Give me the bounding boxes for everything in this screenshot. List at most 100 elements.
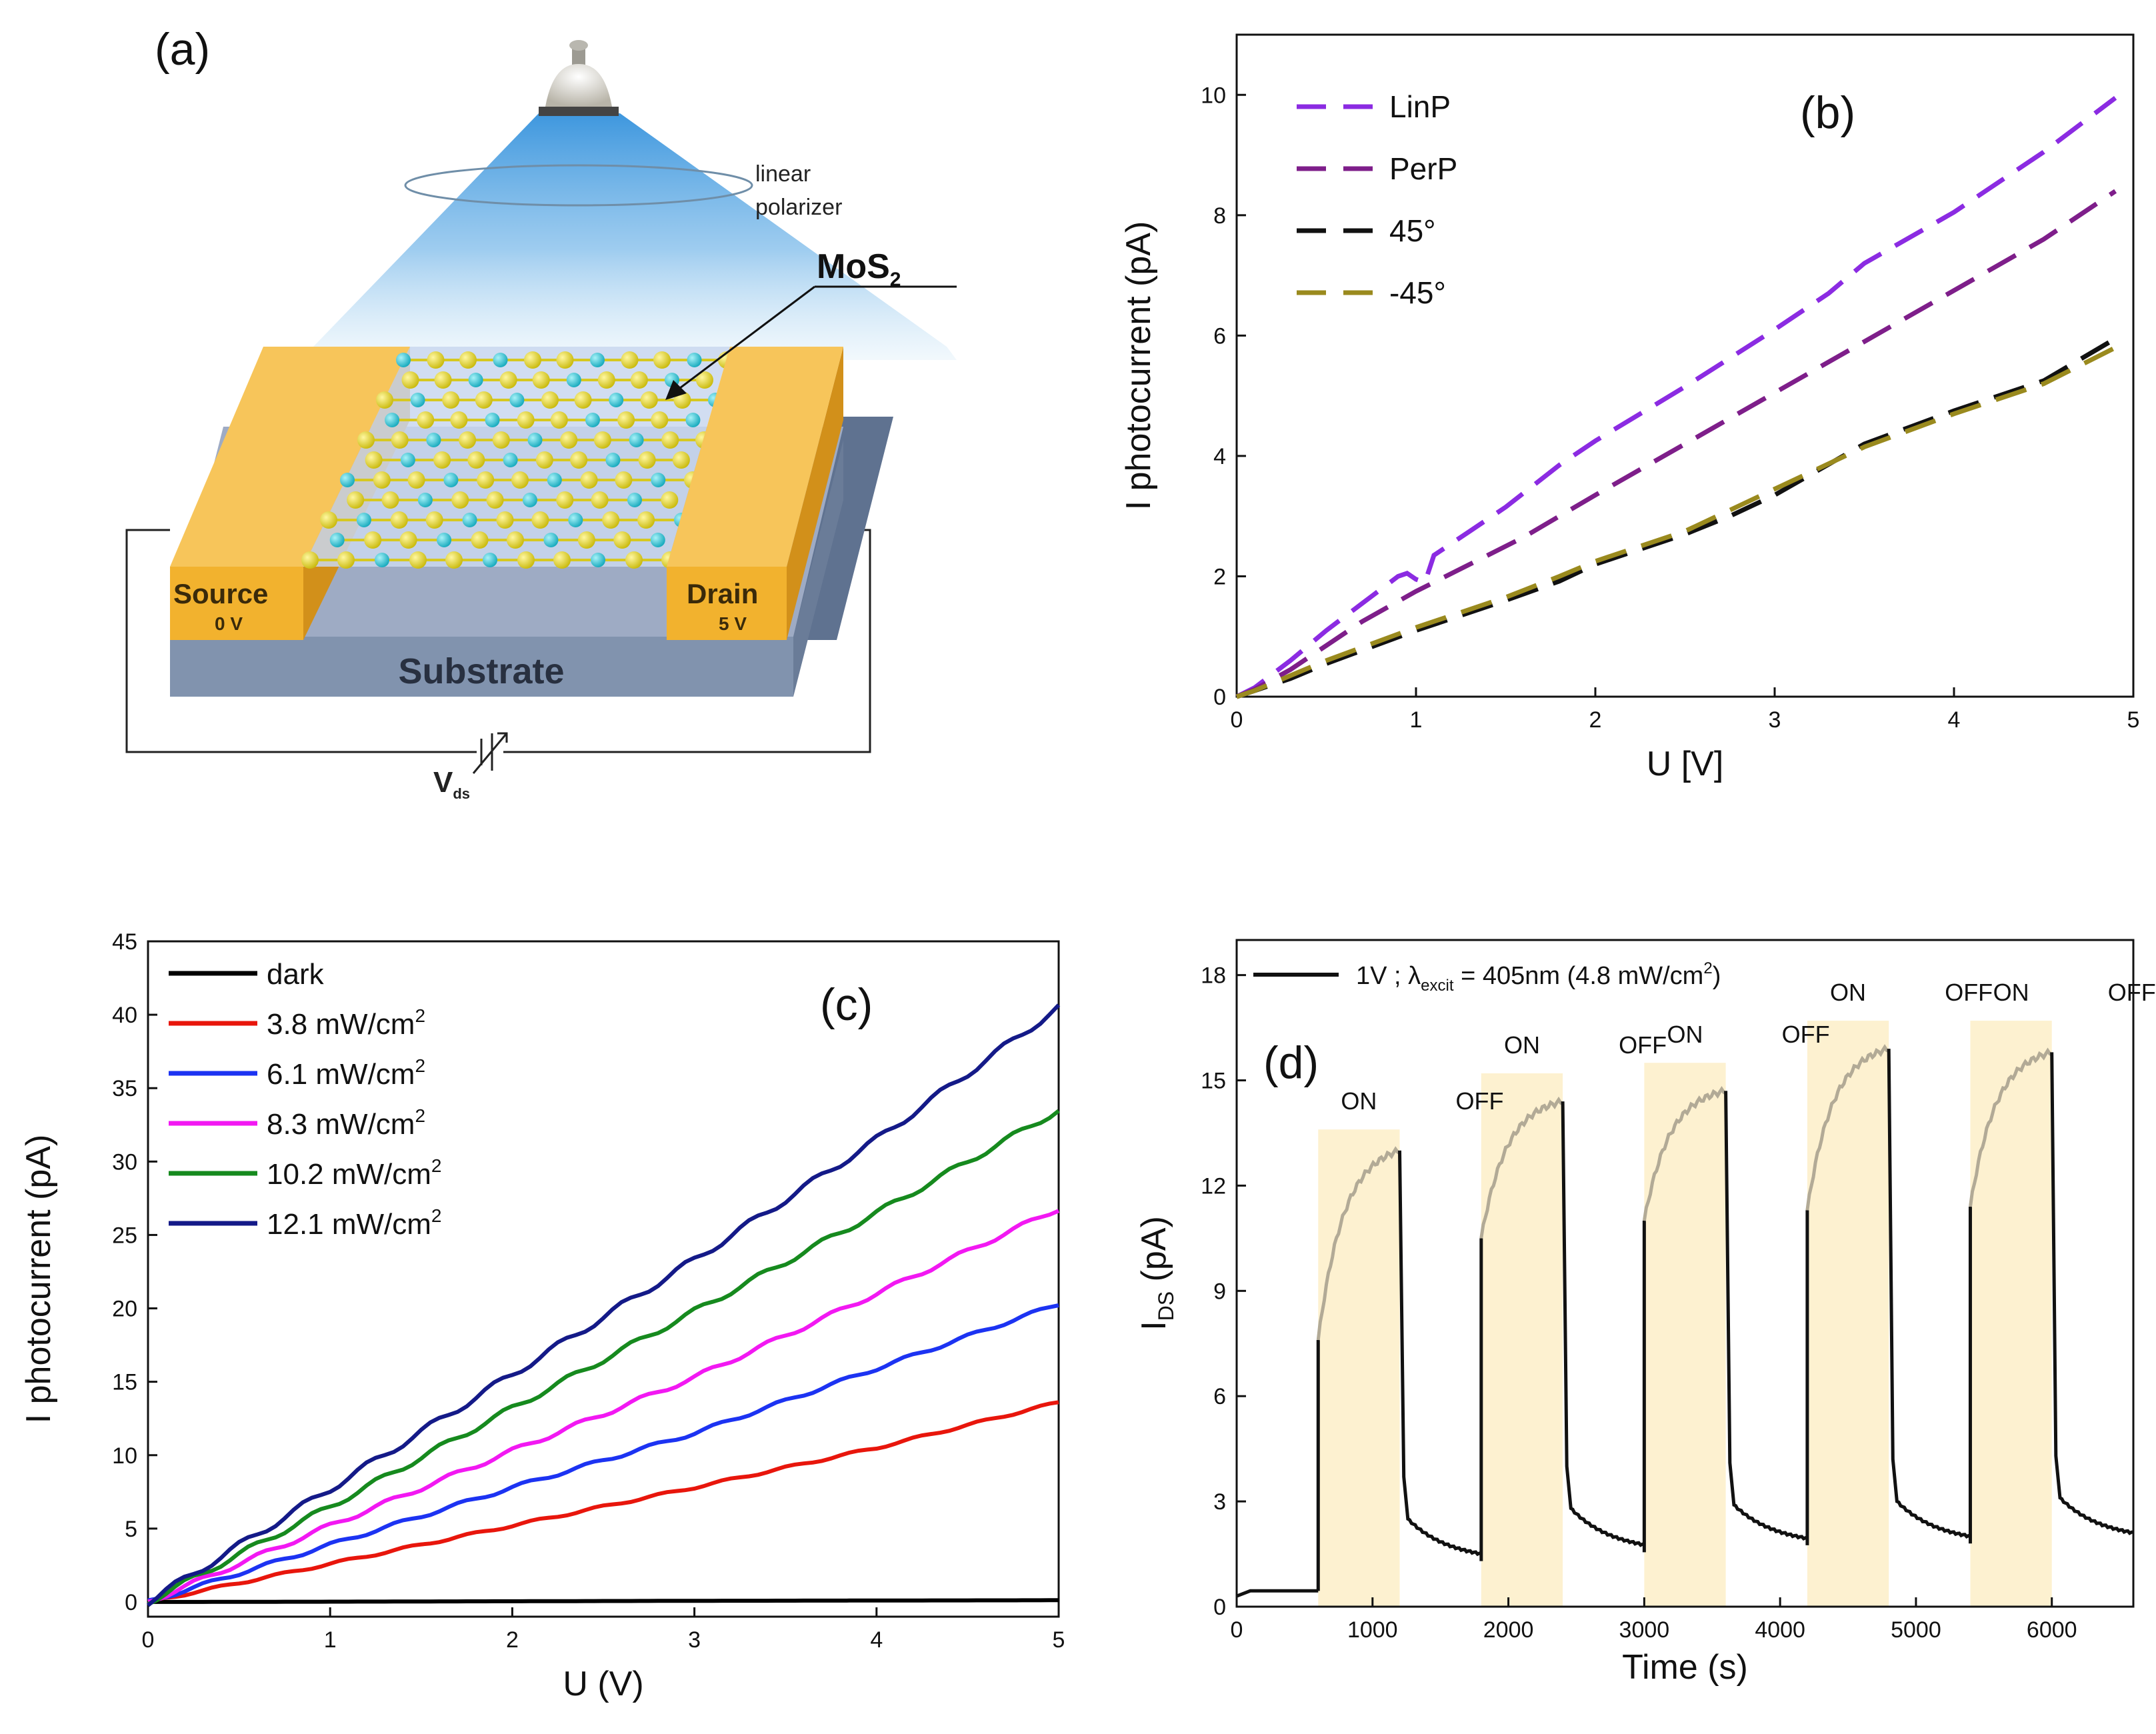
plot-frame: [1235, 939, 2135, 1608]
on-label-0: ON: [1341, 1087, 1377, 1115]
x-axis-label: U (V): [563, 1665, 643, 1703]
x-tick-label: 2000: [1483, 1617, 1534, 1643]
molybdenum-atom: [687, 353, 702, 367]
sulfur-atom: [467, 451, 485, 469]
panel-label-c: (c): [820, 979, 873, 1030]
molybdenum-atom: [605, 453, 621, 467]
baseline-segment: [1236, 1589, 1319, 1598]
molybdenum-atom: [527, 433, 543, 447]
x-tick-label: 0: [1231, 1617, 1243, 1643]
sulfur-atom: [320, 511, 337, 529]
x-tick-label: 1: [324, 1627, 337, 1653]
mos2-arrow-head: [665, 380, 687, 400]
sulfur-atom: [451, 491, 469, 509]
sulfur-atom: [301, 551, 319, 569]
molybdenum-atom: [385, 413, 400, 427]
panel-label-a: (a): [155, 24, 210, 75]
drain-electrode: [667, 347, 843, 640]
plot-frame: [1235, 33, 2135, 698]
y-tick-label: 40: [112, 1003, 137, 1028]
sulfur-atom: [486, 491, 504, 509]
series-line-1: [1235, 189, 2117, 699]
drain-label: Drain: [687, 578, 758, 609]
on-shading-1: [1481, 1073, 1563, 1607]
x-tick-label: 6000: [2027, 1617, 2077, 1643]
y-tick-label: 10: [112, 1443, 137, 1469]
molybdenum-atom: [410, 393, 425, 407]
off-label-1: OFF: [1619, 1031, 1667, 1059]
sulfur-atom: [593, 431, 611, 449]
y-tick-label: 5: [125, 1517, 137, 1542]
sulfur-atom: [373, 471, 391, 489]
series-line-2: [1235, 336, 2117, 699]
series-line-2: [147, 1303, 1059, 1603]
sulfur-atom: [535, 451, 553, 469]
on-label-3: ON: [1830, 979, 1866, 1006]
x-tick-label: 1000: [1347, 1617, 1398, 1643]
label-polarizer-1: linear: [755, 161, 811, 187]
on-label-2: ON: [1667, 1021, 1703, 1048]
sulfur-atom: [517, 411, 535, 429]
y-axis-label: I photocurrent (pA): [1119, 221, 1158, 511]
sulfur-atom: [337, 551, 355, 569]
y-tick-label: 6: [1213, 323, 1226, 349]
on-shading-2: [1644, 1063, 1726, 1607]
x-tick-label: 2: [1589, 707, 1602, 733]
on-segment-1: [1479, 1096, 1564, 1239]
y-tick-label: 15: [112, 1370, 137, 1395]
sulfur-atom: [445, 551, 463, 569]
sulfur-atom: [613, 531, 631, 549]
y-tick-label: 0: [1213, 1595, 1226, 1620]
molybdenum-atom: [590, 353, 605, 367]
off-segment-0: [1398, 1150, 1482, 1557]
sulfur-atom: [409, 551, 427, 569]
sulfur-atom: [425, 511, 443, 529]
x-tick-label: 1: [1410, 707, 1423, 733]
y-tick-label: 9: [1213, 1279, 1226, 1304]
molybdenum-atom: [375, 553, 389, 567]
x-axis-label: Time (s): [1622, 1648, 1748, 1687]
y-tick-label: 45: [112, 929, 137, 955]
legend-label-2: 6.1 mW/cm2: [267, 1055, 425, 1091]
sulfur-atom: [625, 551, 643, 569]
sulfur-atom: [524, 351, 541, 369]
x-tick-label: 0: [142, 1627, 155, 1653]
molybdenum-atom: [629, 433, 644, 447]
y-tick-label: 2: [1213, 564, 1226, 589]
y-tick-label: 10: [1201, 83, 1226, 108]
on-shading-3: [1807, 1021, 1889, 1607]
drain-voltage: 5 V: [719, 613, 747, 634]
sulfur-atom: [570, 451, 588, 469]
on-segment-4: [1969, 1047, 2053, 1207]
molybdenum-atom: [329, 533, 345, 547]
sulfur-atom: [399, 531, 417, 549]
sulfur-atom: [638, 451, 656, 469]
source-voltage: 0 V: [215, 613, 243, 634]
source-label: Source: [173, 578, 268, 609]
y-tick-label: 4: [1213, 444, 1226, 469]
sulfur-atom: [364, 531, 382, 549]
sulfur-atom: [617, 411, 635, 429]
x-tick-label: 4000: [1755, 1617, 1805, 1643]
sulfur-atom: [365, 451, 383, 469]
y-tick-label: 6: [1213, 1384, 1226, 1409]
panel-label-d: (d): [1263, 1037, 1319, 1088]
sulfur-atom: [637, 511, 655, 529]
molybdenum-atom: [462, 513, 477, 527]
sulfur-atom: [615, 471, 633, 489]
y-axis-label: I photocurrent (pA): [19, 1135, 58, 1424]
sulfur-atom: [434, 371, 452, 389]
mos2-label: MoS2: [817, 247, 901, 291]
molybdenum-atom: [356, 513, 371, 527]
molybdenum-atom: [547, 473, 562, 487]
light-beam: [300, 113, 957, 360]
sulfur-atom: [621, 351, 639, 369]
legend-label: 1V ; λexcit = 405nm (4.8 mW/cm2): [1356, 959, 1721, 995]
mos2-lattice: [301, 347, 735, 569]
x-tick-label: 3000: [1619, 1617, 1670, 1643]
series-line-3: [1235, 345, 2117, 699]
sulfur-atom: [391, 431, 409, 449]
sulfur-atom: [577, 531, 595, 549]
sulfur-atom: [541, 391, 559, 409]
